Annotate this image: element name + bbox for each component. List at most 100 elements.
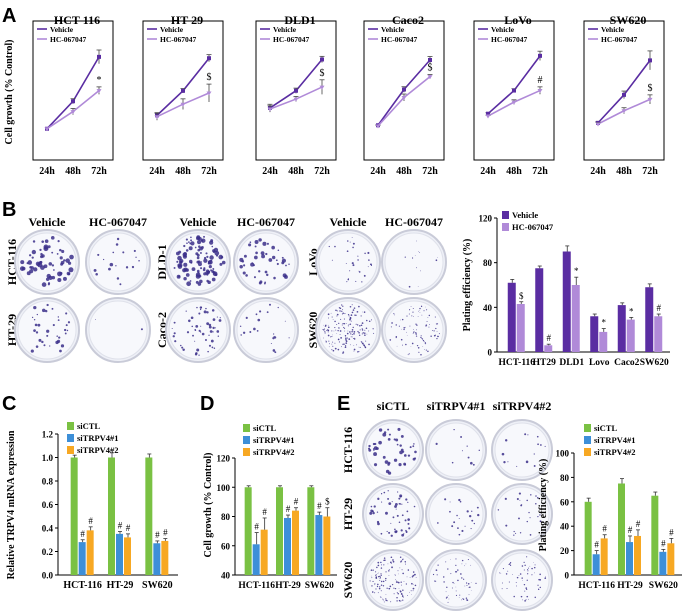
colony [453,428,455,431]
colony [544,577,547,580]
colony [523,569,525,571]
colony [389,585,392,588]
colony [402,589,404,591]
colony [331,330,333,332]
colony [390,534,393,537]
colony [406,315,408,317]
e-col-si1: siTRPV4#1 [427,399,486,413]
colony [377,572,379,574]
colony [273,333,275,335]
colony [365,340,367,342]
colony [41,240,45,243]
colony [389,339,392,341]
colony [206,255,209,259]
colony [395,438,399,442]
data-point [537,89,543,94]
colony [519,532,522,534]
bar [116,533,123,575]
plot-frame [363,20,445,161]
colony [447,595,449,597]
b2-row-dld1: DLD-1 [155,244,169,279]
colony [505,524,508,527]
significance-mark: # [661,538,666,548]
colony [370,263,372,266]
colony [444,498,447,501]
colony [529,565,531,567]
colony [383,557,386,559]
colony [448,598,450,600]
colony [371,577,373,579]
bar [626,542,633,575]
colony [208,334,210,336]
data-point [293,97,299,102]
dish-inner [428,486,484,542]
colony [419,307,421,310]
colony [183,276,187,281]
colony [459,594,461,596]
panel-b-colony-images: Vehicle HC-067047 Vehicle HC-067047 Vehi… [5,215,447,363]
colony [473,522,476,525]
colony [31,249,36,255]
colony [189,242,192,245]
colony [393,458,398,462]
colony [200,267,203,270]
x-tick-label: HT29 [533,358,556,368]
legend-label: Vehicle [491,25,515,34]
colony [435,442,438,445]
colony [471,510,473,512]
colony [436,331,438,333]
colony [253,327,256,331]
colony [403,326,406,329]
colony [539,520,542,523]
colony [379,586,381,588]
colony [349,331,351,333]
bar [645,287,654,352]
colony [442,576,445,578]
colony [401,559,403,561]
colony [340,336,343,339]
colony [190,236,192,239]
legend-label: Vehicle [512,210,538,220]
colony [205,271,209,275]
colony [373,505,376,508]
colony [458,597,460,598]
colony [382,599,384,601]
colony [400,560,403,562]
colony [197,260,201,263]
colony [414,330,415,332]
colony [334,245,336,248]
bar [626,319,635,352]
colony [378,428,383,432]
colony [372,442,376,446]
colony [366,333,368,335]
colony [191,267,196,272]
colony [368,444,371,448]
data-point [96,89,102,94]
b2-col-vehicle: Vehicle [180,215,218,229]
colony [404,561,406,563]
colony [171,327,173,329]
legend-label: siCTL [594,423,617,433]
petri-dish [14,297,80,363]
y-tick-label: 0.6 [42,500,54,510]
colony [525,588,528,591]
legend-label: Vehicle [50,25,74,34]
x-tick-label: 24h [149,166,165,177]
colony [240,334,242,336]
colony [285,264,287,267]
colony [328,346,330,348]
colony [468,594,470,596]
colony [435,569,437,571]
y-tick-label: 40 [483,303,493,313]
colony [380,584,383,586]
colony [196,306,198,309]
colony [345,340,348,343]
colony [515,582,517,584]
data-point [595,122,601,127]
colony [446,586,448,589]
colony [415,332,417,334]
colony [349,270,351,272]
colony [460,573,462,575]
dish-inner [428,422,484,478]
y-axis-label: Plating efficiency (%) [462,239,473,332]
